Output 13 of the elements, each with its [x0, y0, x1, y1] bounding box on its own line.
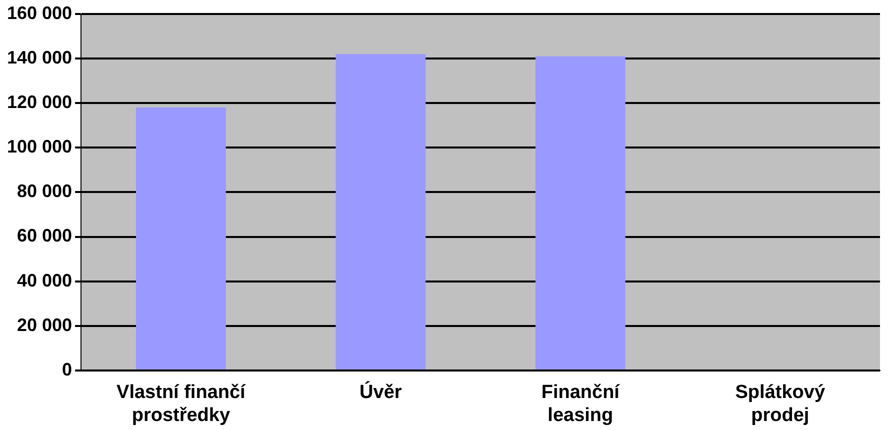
y-tick-label: 20 000: [17, 314, 72, 335]
x-tick-label: Splátkový prodej: [735, 382, 826, 426]
y-tick-label: 0: [62, 359, 72, 380]
x-tick-label: Vlastní finančí prostředky: [116, 382, 246, 426]
y-tick-label: 140 000: [6, 48, 72, 68]
y-tick-label: 80 000: [17, 181, 72, 202]
x-tick-label: Finanční leasing: [541, 382, 620, 426]
y-tick-label: 60 000: [17, 226, 72, 246]
y-tick-label: 100 000: [6, 136, 72, 157]
y-tick-label: 40 000: [17, 270, 72, 290]
y-tick-label: 120 000: [6, 92, 72, 112]
y-tick-label: 160 000: [6, 2, 72, 23]
x-tick-label: Úvěr: [360, 381, 402, 404]
